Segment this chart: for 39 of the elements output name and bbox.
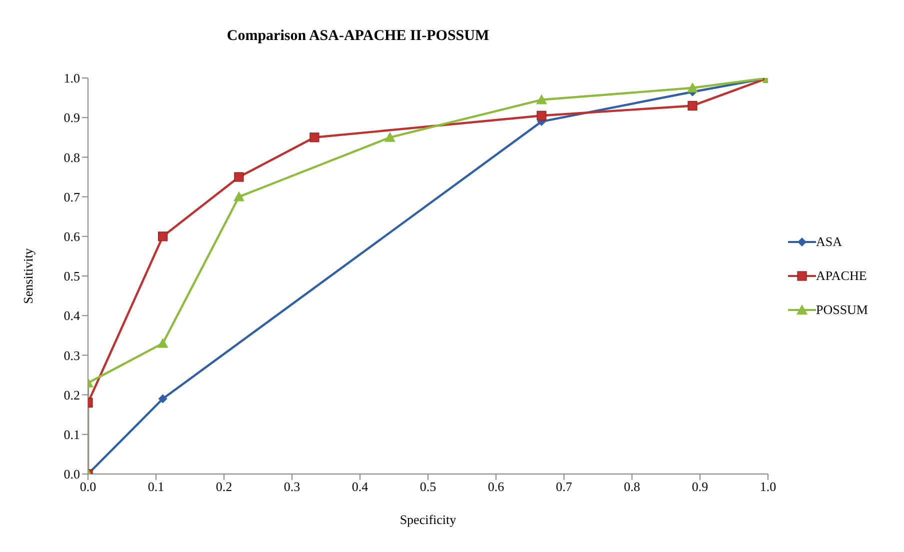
point [536, 94, 548, 104]
x-tick-label: 0.4 [352, 479, 369, 494]
point [310, 132, 320, 142]
point [234, 172, 244, 182]
x-axis-title: Specificity [400, 512, 457, 527]
x-tick-label: 0.3 [284, 479, 300, 494]
x-tick-label: 0.9 [692, 479, 708, 494]
y-tick-label: 0.5 [64, 268, 80, 284]
y-tick-label: 0.4 [64, 308, 80, 324]
point [536, 110, 546, 120]
x-tick-label: 0.8 [624, 479, 640, 494]
y-axis-title: Sensitivity [20, 248, 36, 304]
point [688, 100, 698, 111]
point [158, 232, 168, 242]
y-tick-label: 0.6 [64, 229, 80, 244]
x-tick-label: 1.0 [760, 479, 776, 494]
y-tick-label: 0.0 [64, 466, 80, 482]
y-tick-label: 0.3 [64, 348, 80, 363]
x-tick-label: 0.0 [80, 479, 96, 494]
y-tick-label: 1.0 [64, 70, 80, 86]
point [384, 132, 396, 142]
x-tick-label: 0.7 [556, 479, 573, 494]
legend-label: POSSUM [816, 302, 868, 318]
point [157, 338, 168, 348]
point [158, 394, 168, 404]
y-tick-label: 0.2 [64, 387, 80, 402]
x-tick-label: 0.5 [420, 479, 436, 494]
y-tick-label: 0.7 [64, 189, 80, 204]
x-tick-label: 0.6 [488, 479, 505, 494]
legend-label: ASA [816, 234, 842, 250]
legend-label: APACHE [816, 268, 867, 284]
point [686, 82, 698, 92]
y-tick-label: 0.9 [64, 110, 80, 126]
x-tick-label: 0.1 [148, 479, 164, 494]
point [233, 191, 244, 202]
y-tick-label: 0.1 [64, 427, 80, 442]
y-tick-label: 0.8 [64, 150, 80, 165]
x-tick-label: 0.2 [216, 479, 232, 494]
chart-title: Comparison ASA-APACHE II-POSSUM [226, 28, 490, 45]
